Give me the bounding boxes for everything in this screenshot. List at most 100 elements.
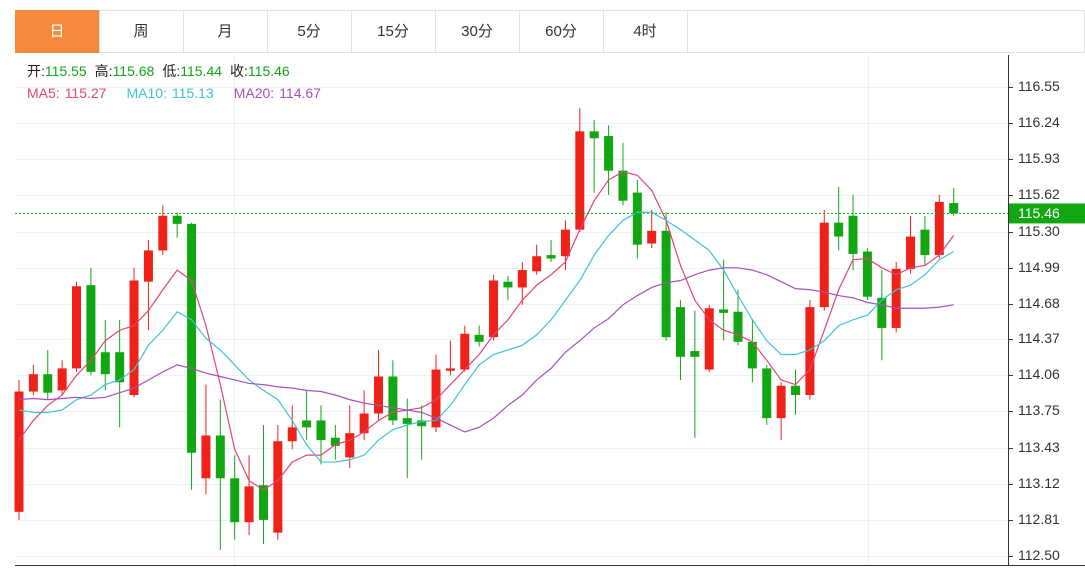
candle-body <box>258 485 268 520</box>
candle-body <box>100 352 110 375</box>
y-tick-label: 116.24 <box>1018 114 1060 130</box>
y-tick-label: 114.99 <box>1018 259 1060 275</box>
candle-body <box>474 334 484 342</box>
tab[interactable] <box>267 10 352 53</box>
candle-body <box>14 391 24 512</box>
tab-label[interactable]: 30分 <box>461 23 493 40</box>
candle-body <box>604 135 614 171</box>
candle-body <box>28 374 38 392</box>
candle-body <box>273 441 283 533</box>
candle-body <box>417 420 427 427</box>
y-tick-label: 115.93 <box>1018 150 1060 166</box>
y-tick-label: 114.68 <box>1018 295 1060 311</box>
ma-line <box>18 211 954 463</box>
candle-body <box>776 385 786 419</box>
ma-label: MA10: <box>126 85 166 101</box>
tab-label[interactable]: 5分 <box>297 23 320 40</box>
y-tick-label: 112.50 <box>1018 547 1060 563</box>
last-price-label: 115.46 <box>1018 205 1060 221</box>
ohlc-label: 收: <box>230 63 248 79</box>
tab-label[interactable]: 15分 <box>377 23 409 40</box>
candle-body <box>949 203 959 214</box>
tab[interactable] <box>351 10 436 53</box>
candle-body <box>431 369 441 428</box>
ohlc-info: 开:115.55 高:115.68 低:115.44 收:115.46 <box>27 63 290 79</box>
candle-body <box>690 351 700 357</box>
candle-body <box>172 215 182 224</box>
tab[interactable] <box>15 10 100 53</box>
tab-label[interactable]: 4时 <box>633 23 656 40</box>
ohlc-value: 115.68 <box>113 63 155 79</box>
candle-body <box>143 250 153 282</box>
ma-line <box>18 171 955 491</box>
ma-value: 115.13 <box>172 85 214 101</box>
candle-body <box>445 368 455 371</box>
candle-body <box>287 427 297 442</box>
candle-body <box>560 229 570 257</box>
candle-body <box>906 236 916 269</box>
ma-value: 114.67 <box>279 85 321 101</box>
y-tick-label: 115.30 <box>1018 223 1060 239</box>
candle-body <box>791 385 801 395</box>
candle-body <box>86 285 96 372</box>
ma-line <box>18 267 954 433</box>
candle-body <box>546 255 556 259</box>
y-tick-label: 113.12 <box>1018 475 1060 491</box>
candle-body <box>747 341 757 369</box>
candle-body <box>72 286 82 369</box>
ma-value: 115.27 <box>65 85 107 101</box>
tab-label[interactable]: 月 <box>217 23 232 40</box>
candle-body <box>819 222 829 308</box>
candles <box>14 108 959 550</box>
candle-body <box>589 131 599 139</box>
ma-info: MA5: 115.27 MA10: 115.13 MA20: 114.67 <box>27 85 321 101</box>
candle-body <box>187 223 197 453</box>
candle-body <box>460 333 470 370</box>
candle-body <box>762 368 772 419</box>
candle-body <box>388 376 398 421</box>
candle-body <box>345 433 355 458</box>
candle-body <box>862 251 872 297</box>
candle-body <box>158 215 168 251</box>
y-tick-label: 112.81 <box>1018 511 1060 527</box>
candle-body <box>661 230 671 338</box>
ohlc-value: 115.44 <box>180 63 222 79</box>
ohlc-value: 115.55 <box>45 63 87 79</box>
tab-label[interactable]: 日 <box>49 23 64 40</box>
y-tick-label: 116.55 <box>1018 78 1060 94</box>
candle-body <box>302 420 312 428</box>
candle-body <box>834 222 844 237</box>
last-price-box <box>1009 203 1085 224</box>
candle-body <box>733 311 743 342</box>
candle-body <box>489 280 499 338</box>
y-tick-label: 114.37 <box>1018 330 1060 346</box>
y-tick-label: 114.06 <box>1018 366 1060 382</box>
candle-body <box>402 418 412 424</box>
tab[interactable] <box>99 10 184 53</box>
candle-body <box>330 437 340 446</box>
candle-body <box>503 281 513 288</box>
ma-label: MA20: <box>234 85 274 101</box>
ohlc-label: 高: <box>95 63 113 79</box>
candle-body <box>719 309 729 313</box>
candle-body <box>517 270 527 288</box>
tab-label[interactable]: 60分 <box>545 23 577 40</box>
ohlc-label: 开: <box>27 63 45 79</box>
candle-body <box>575 131 585 230</box>
tab-label[interactable]: 周 <box>133 23 148 40</box>
y-tick-label: 113.43 <box>1018 439 1060 455</box>
candle-body <box>934 201 944 256</box>
candle-body <box>43 374 53 393</box>
tab[interactable] <box>603 10 688 53</box>
candle-body <box>675 307 685 357</box>
ma-label: MA5: <box>27 85 60 101</box>
candle-body <box>647 230 657 244</box>
candle-body <box>230 478 240 523</box>
candle-body <box>618 170 628 201</box>
candle-body <box>244 486 254 523</box>
candle-body <box>359 413 369 434</box>
tab[interactable] <box>183 10 268 53</box>
candle-body <box>632 192 642 245</box>
